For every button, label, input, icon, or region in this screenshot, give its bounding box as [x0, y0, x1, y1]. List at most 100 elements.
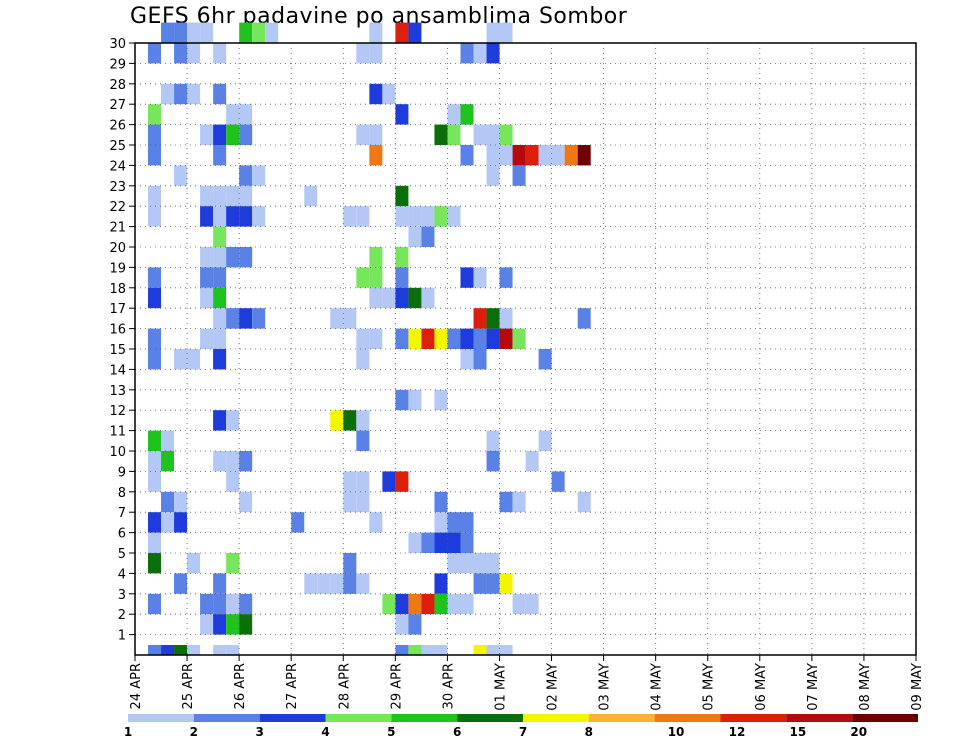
- y-tick-label: 18: [109, 282, 126, 297]
- heatmap-cell: [434, 491, 448, 513]
- heatmap-cell: [408, 206, 422, 227]
- heatmap-cell: [473, 308, 487, 329]
- colorbar-label: 12: [729, 725, 746, 739]
- heatmap-cell: [304, 573, 318, 594]
- heatmap-cell: [460, 593, 474, 615]
- heatmap-cell: [421, 226, 435, 247]
- heatmap-cell: [265, 22, 279, 43]
- heatmap-cell: [408, 328, 422, 349]
- y-tick-label: 26: [109, 119, 126, 134]
- x-tick-label: 09 MAY: [910, 663, 925, 711]
- heatmap-cell: [239, 22, 253, 43]
- heatmap-cell: [174, 645, 188, 655]
- heatmap-cell: [421, 206, 435, 227]
- heatmap-cell: [174, 573, 188, 594]
- heatmap-cell: [408, 389, 422, 411]
- heatmap-cell: [239, 124, 253, 145]
- heatmap-cell: [356, 267, 370, 288]
- heatmap-cell: [200, 247, 214, 268]
- heatmap-cell: [499, 22, 513, 43]
- heatmap-cell: [343, 206, 357, 227]
- heatmap-cell: [473, 328, 487, 349]
- heatmap-cell: [226, 614, 240, 635]
- heatmap-cell: [369, 247, 383, 268]
- heatmap-cell: [551, 471, 565, 492]
- heatmap-cell: [200, 614, 214, 635]
- heatmap-cell: [226, 124, 240, 145]
- heatmap-cell: [148, 512, 162, 533]
- heatmap-cell: [226, 247, 240, 268]
- y-tick-label: 23: [109, 180, 126, 195]
- colorbar-swatch: [786, 714, 853, 722]
- heatmap-cell: [486, 451, 500, 472]
- y-tick-label: 21: [109, 221, 126, 236]
- colorbar-label: 10: [668, 725, 685, 739]
- x-tick-label: 07 MAY: [806, 663, 821, 711]
- colorbar-label: 1: [124, 725, 132, 739]
- heatmap-cell: [239, 491, 253, 513]
- heatmap-cell: [226, 593, 240, 615]
- heatmap-cell: [239, 308, 253, 329]
- y-tick-label: 9: [118, 465, 126, 480]
- heatmap-cell: [486, 430, 500, 451]
- heatmap-cell: [291, 512, 305, 533]
- heatmap-cell: [239, 247, 253, 268]
- heatmap-cell: [356, 430, 370, 451]
- heatmap-cell: [447, 532, 461, 553]
- heatmap-cell: [395, 247, 409, 268]
- colorbar-label: 7: [519, 725, 527, 739]
- colorbar-label: 8: [585, 725, 593, 739]
- heatmap-cell: [369, 124, 383, 145]
- heatmap-cell: [343, 308, 357, 329]
- heatmap-cell: [252, 165, 266, 186]
- heatmap-cell: [460, 349, 474, 370]
- heatmap-cell: [200, 124, 214, 145]
- heatmap-cell: [434, 573, 448, 594]
- x-tick-label: 30 APR: [441, 663, 456, 709]
- heatmap-cell: [460, 553, 474, 574]
- heatmap-cell: [239, 593, 253, 615]
- heatmap-cell: [395, 206, 409, 227]
- heatmap-cell: [356, 206, 370, 227]
- heatmap-cell: [148, 104, 162, 125]
- heatmap-cell: [356, 349, 370, 370]
- heatmap-cell: [148, 287, 162, 309]
- heatmap-cell: [213, 593, 227, 615]
- heatmap-cell: [148, 145, 162, 166]
- heatmap-cell: [408, 532, 422, 553]
- heatmap-cell: [239, 451, 253, 472]
- y-tick-label: 28: [109, 78, 126, 93]
- heatmap-cell: [239, 206, 253, 227]
- heatmap-cell: [369, 328, 383, 349]
- heatmap-cell: [434, 328, 448, 349]
- heatmap-cell: [486, 573, 500, 594]
- heatmap-cell: [499, 573, 513, 594]
- heatmap-cell: [200, 206, 214, 227]
- heatmap-cell: [499, 145, 513, 166]
- colorbar-label: 20: [850, 725, 867, 739]
- heatmap-cell: [486, 43, 500, 64]
- heatmap-cell: [200, 267, 214, 288]
- heatmap-cell: [395, 185, 409, 207]
- y-tick-label: 16: [109, 323, 126, 338]
- heatmap-cell: [395, 593, 409, 615]
- heatmap-cell: [421, 328, 435, 349]
- heatmap-cell: [317, 573, 331, 594]
- heatmap-cell: [187, 43, 201, 64]
- colorbar-swatch: [654, 714, 721, 722]
- heatmap-cell: [499, 124, 513, 145]
- heatmap-cell: [226, 185, 240, 207]
- heatmap-cell: [148, 553, 162, 574]
- heatmap-cell: [226, 206, 240, 227]
- heatmap-cell: [577, 491, 591, 513]
- x-tick-label: 28 APR: [337, 663, 352, 709]
- heatmap-cell: [369, 22, 383, 43]
- heatmap-cell: [473, 573, 487, 594]
- heatmap-cell: [356, 124, 370, 145]
- heatmap-cell: [213, 328, 227, 349]
- heatmap-cell: [213, 410, 227, 431]
- heatmap-cell: [447, 512, 461, 533]
- heatmap-cell: [174, 83, 188, 105]
- heatmap-cell: [356, 328, 370, 349]
